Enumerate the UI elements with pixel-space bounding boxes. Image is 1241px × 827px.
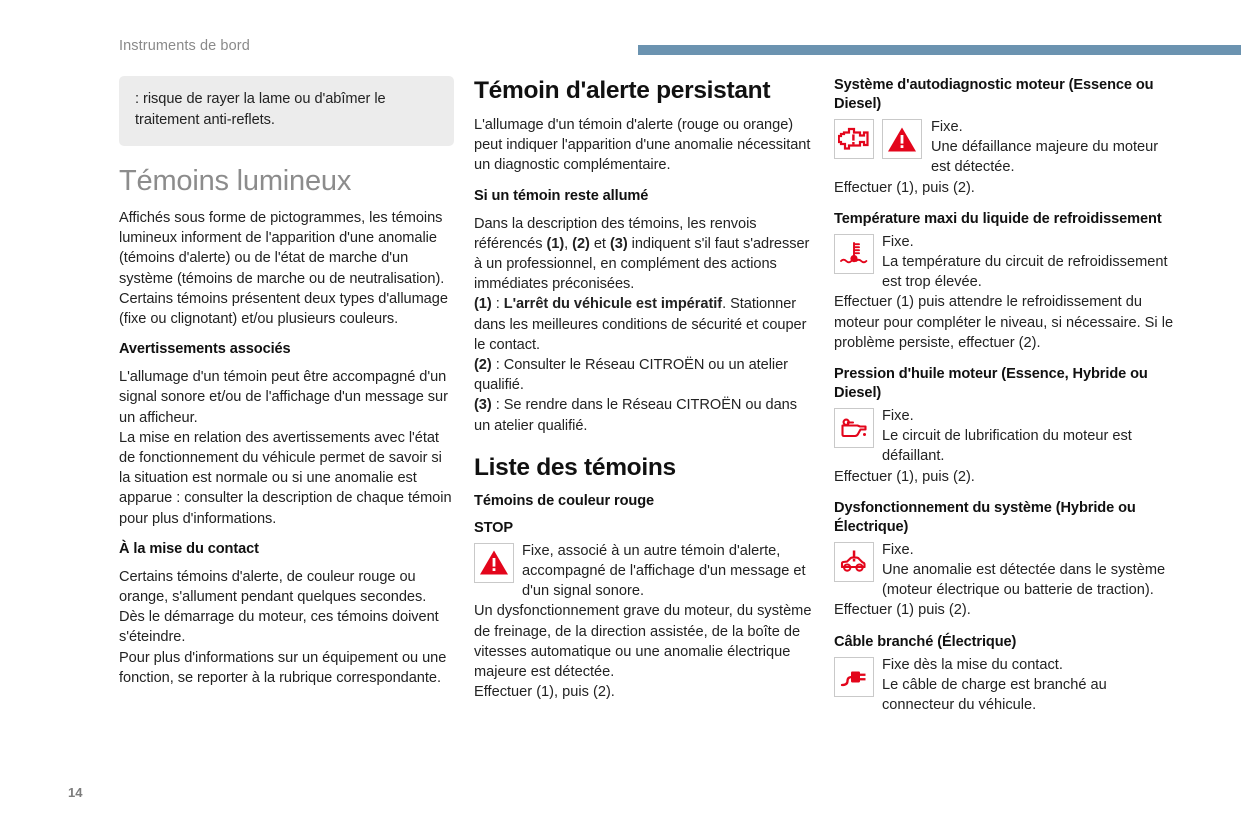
telltale-line2: Une défaillance majeure du moteur est dé… — [931, 139, 1159, 176]
telltale-stop-line3: Effectuer (1), puis (2). — [474, 684, 615, 701]
spacer — [834, 487, 1176, 495]
engine-check-icon — [834, 119, 874, 159]
reference-1-bold: L'arrêt du véhicule est impératif — [503, 296, 723, 313]
telltale-row: Fixe. Une défaillance majeure du moteur … — [834, 117, 1176, 178]
reference-1: (1) : L'arrêt du véhicule est impératif.… — [474, 294, 816, 355]
paragraph-1: L'allumage d'un témoin peut être accompa… — [119, 369, 448, 426]
page-number: 14 — [68, 785, 83, 800]
page-header: Instruments de bord — [0, 38, 1241, 60]
reference-1-colon: : — [491, 296, 504, 313]
section-title-temoin-alerte-persistant: Témoin d'alerte persistant — [474, 77, 771, 104]
reference-3-label: (3) — [474, 397, 492, 414]
telltale-line3: Effectuer (1) puis (2). — [834, 602, 971, 619]
telltale-title: Dysfonctionnement du système (Hybride ou… — [834, 499, 1136, 535]
telltale-line1: Fixe. — [882, 233, 914, 250]
car-warning-icon — [834, 541, 874, 582]
telltale-stop-row: Fixe, associé à un autre témoin d'alerte… — [474, 541, 816, 602]
column-1: : risque de rayer la lame ou d'abîmer le… — [119, 76, 454, 688]
telltale-line2: Une anomalie est détectée dans le systèm… — [882, 562, 1166, 599]
reference-2-label: (2) — [474, 357, 492, 374]
reference-marker-3: (3) — [609, 235, 628, 252]
charging-plug-icon — [834, 656, 874, 697]
paragraph-2: La mise en relation des avertissements a… — [119, 429, 452, 527]
intro-paragraph: Affichés sous forme de pictogrammes, les… — [119, 210, 448, 328]
telltale-line1: Fixe. — [931, 119, 963, 135]
subheading-temoins-couleur-rouge: Témoins de couleur rouge — [474, 492, 655, 509]
section-title-liste-des-temoins: Liste des témoins — [474, 453, 676, 481]
paragraph-4: Pour plus d'informations sur un équipeme… — [119, 649, 447, 686]
telltale-stop-line1: Fixe, associé à un autre témoin d'alerte… — [522, 542, 806, 600]
telltale-stop: STOP Fixe, associé à un autre témoin d'a… — [474, 519, 816, 703]
spacer — [834, 198, 1176, 206]
telltale-stop-line2: Un dysfonctionnement grave du moteur, du… — [474, 603, 812, 681]
warning-triangle-icon — [474, 542, 514, 583]
subheading-si-un-temoin-reste-allume: Si un témoin reste allumé — [474, 187, 649, 204]
reference-3-text: : Se rendre dans le Réseau CITROËN ou da… — [474, 397, 797, 434]
telltale-title: Pression d'huile moteur (Essence, Hybrid… — [834, 366, 1148, 402]
telltale-title: Câble branché (Électrique) — [834, 633, 1017, 650]
references-sep-2: et — [589, 235, 610, 252]
reference-2-text: : Consulter le Réseau CITROËN ou un atel… — [474, 357, 788, 394]
telltale-line1: Fixe. — [882, 541, 914, 558]
subheading-avertissements-associes: Avertissements associés — [119, 341, 291, 358]
reference-marker-1: (1) — [546, 235, 565, 252]
warning-callout: : risque de rayer la lame ou d'abîmer le… — [119, 76, 454, 146]
reference-marker-2: (2) — [572, 235, 590, 252]
telltale-line1: Fixe. — [882, 408, 914, 425]
telltale-row: Fixe. Une anomalie est détectée dans le … — [834, 540, 1176, 601]
telltale-system-malfunction: Dysfonctionnement du système (Hybride ou… — [834, 499, 1176, 621]
telltale-cable-connected: Câble branché (Électrique) Fixe dès la m… — [834, 633, 1176, 716]
header-accent-bar — [638, 45, 1241, 55]
telltale-oil-pressure: Pression d'huile moteur (Essence, Hybrid… — [834, 365, 1176, 487]
header-chapter-title: Instruments de bord — [119, 38, 250, 54]
reference-1-text: . Stationner dans les meilleures conditi… — [474, 296, 807, 353]
telltale-stop-title: STOP — [474, 519, 514, 536]
reference-3: (3) : Se rendre dans le Réseau CITROËN o… — [474, 395, 816, 435]
page-columns: : risque de rayer la lame ou d'abîmer le… — [0, 76, 1241, 776]
telltale-coolant-temperature: Température maxi du liquide de refroidis… — [834, 210, 1176, 353]
warning-triangle-icon — [882, 119, 922, 159]
column-3: Système d'autodiagnostic moteur (Essence… — [834, 76, 1176, 715]
spacer — [834, 353, 1176, 361]
reference-1-label: (1) — [474, 296, 492, 313]
references-paragraph: Dans la description des témoins, les ren… — [474, 214, 816, 295]
telltale-row: Fixe. Le circuit de lubrification du mot… — [834, 406, 1176, 467]
telltale-line2: Le câble de charge est branché au connec… — [882, 676, 1107, 714]
column-2: Témoin d'alerte persistant L'allumage d'… — [474, 76, 816, 702]
section-title-temoins-lumineux: Témoins lumineux — [119, 165, 352, 197]
telltale-engine-diagnostic: Système d'autodiagnostic moteur (Essence… — [834, 76, 1176, 198]
telltale-line3: Effectuer (1), puis (2). — [834, 468, 975, 485]
paragraph-3: Certains témoins d'alerte, de couleur ro… — [119, 568, 439, 646]
coolant-temperature-icon — [834, 233, 874, 274]
warning-callout-text: : risque de rayer la lame ou d'abîmer le… — [135, 91, 386, 128]
telltale-line2: Le circuit de lubrification du moteur es… — [882, 428, 1132, 465]
telltale-line1: Fixe dès la mise du contact. — [882, 656, 1063, 673]
persistent-warning-paragraph: L'allumage d'un témoin d'alerte (rouge o… — [474, 117, 811, 174]
telltale-line3: Effectuer (1) puis attendre le refroidis… — [834, 294, 1174, 351]
subheading-a-la-mise-du-contact: À la mise du contact — [119, 540, 259, 557]
references-sep-1: , — [564, 235, 573, 252]
telltale-title: Système d'autodiagnostic moteur (Essence… — [834, 77, 1154, 112]
reference-2: (2) : Consulter le Réseau CITROËN ou un … — [474, 355, 816, 395]
telltale-title: Température maxi du liquide de refroidis… — [834, 210, 1162, 227]
telltale-row: Fixe dès la mise du contact. Le câble de… — [834, 655, 1176, 716]
oil-can-icon — [834, 408, 874, 449]
telltale-line2: La température du circuit de refroidisse… — [882, 254, 1168, 291]
telltale-line3: Effectuer (1), puis (2). — [834, 179, 975, 196]
spacer — [834, 621, 1176, 629]
references-tail: indiquent s'il faut s'adresser à un prof… — [474, 235, 810, 293]
references-lead: Dans la description des témoins, les ren… — [474, 215, 757, 252]
telltale-row: Fixe. La température du circuit de refro… — [834, 232, 1176, 293]
